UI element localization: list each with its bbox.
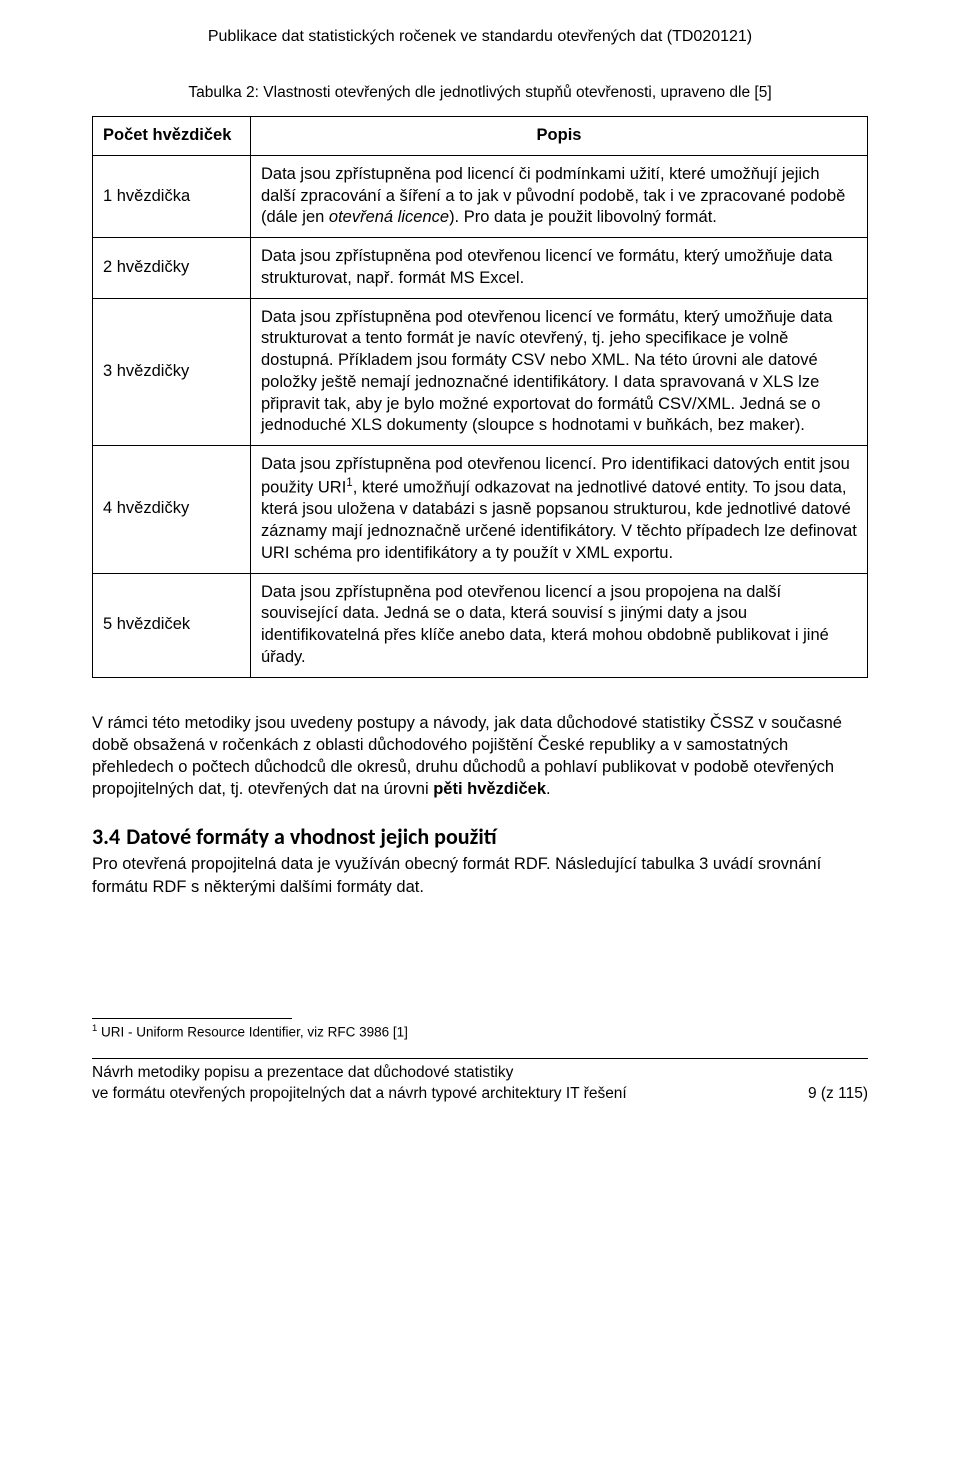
table-header-row: Počet hvězdiček Popis [93, 117, 868, 156]
footnote: 1 URI - Uniform Resource Identifier, viz… [92, 1023, 868, 1041]
desc-text-pre: Data jsou zpřístupněna pod otevřenou lic… [261, 583, 829, 666]
table-header-col1: Počet hvězdiček [93, 117, 251, 156]
paragraph-1: V rámci této metodiky jsou uvedeny postu… [92, 712, 868, 800]
desc-text-post: , které umožňují odkazovat na jednotlivé… [261, 478, 857, 561]
footer-line1: Návrh metodiky popisu a prezentace dat d… [92, 1063, 627, 1083]
footer-left: Návrh metodiky popisu a prezentace dat d… [92, 1063, 627, 1103]
row-label: 1 hvězdička [93, 155, 251, 237]
section-title: Datové formáty a vhodnost jejich použití [126, 823, 496, 850]
row-desc: Data jsou zpřístupněna pod otevřenou lic… [251, 238, 868, 299]
section-heading: 3.4Datové formáty a vhodnost jejich použ… [92, 822, 868, 851]
row-label: 2 hvězdičky [93, 238, 251, 299]
paragraph-2: Pro otevřená propojitelná data je využív… [92, 853, 868, 897]
properties-table: Počet hvězdiček Popis 1 hvězdička Data j… [92, 116, 868, 678]
table-row: 2 hvězdičky Data jsou zpřístupněna pod o… [93, 238, 868, 299]
table-row: 3 hvězdičky Data jsou zpřístupněna pod o… [93, 298, 868, 446]
running-head: Publikace dat statistických ročenek ve s… [92, 28, 868, 46]
document-page: Publikace dat statistických ročenek ve s… [0, 0, 960, 1124]
footnote-text: URI - Uniform Resource Identifier, viz R… [97, 1024, 408, 1039]
table-caption: Tabulka 2: Vlastnosti otevřených dle jed… [92, 84, 868, 102]
footer-page-number: 9 (z 115) [808, 1084, 868, 1104]
section-number: 3.4 [92, 823, 120, 850]
footer-separator [92, 1058, 868, 1059]
page-footer: Návrh metodiky popisu a prezentace dat d… [92, 1063, 868, 1103]
para1-post: . [546, 780, 551, 798]
desc-text-post: ). Pro data je použit libovolný formát. [449, 208, 717, 226]
table-header-col2: Popis [251, 117, 868, 156]
row-desc: Data jsou zpřístupněna pod otevřenou lic… [251, 446, 868, 573]
desc-text-italic: otevřená licence [329, 208, 449, 226]
row-desc: Data jsou zpřístupněna pod licencí či po… [251, 155, 868, 237]
table-row: 1 hvězdička Data jsou zpřístupněna pod l… [93, 155, 868, 237]
desc-text-pre: Data jsou zpřístupněna pod otevřenou lic… [261, 308, 832, 435]
footnote-separator [92, 1018, 292, 1019]
body-text: V rámci této metodiky jsou uvedeny postu… [92, 712, 868, 898]
desc-text-pre: Data jsou zpřístupněna pod otevřenou lic… [261, 247, 832, 287]
para1-bold: pěti hvězdiček [433, 780, 546, 798]
footer-line2: ve formátu otevřených propojitelných dat… [92, 1084, 627, 1104]
row-desc: Data jsou zpřístupněna pod otevřenou lic… [251, 298, 868, 446]
row-label: 3 hvězdičky [93, 298, 251, 446]
table-row: 5 hvězdiček Data jsou zpřístupněna pod o… [93, 573, 868, 677]
table-row: 4 hvězdičky Data jsou zpřístupněna pod o… [93, 446, 868, 573]
row-desc: Data jsou zpřístupněna pod otevřenou lic… [251, 573, 868, 677]
row-label: 5 hvězdiček [93, 573, 251, 677]
row-label: 4 hvězdičky [93, 446, 251, 573]
